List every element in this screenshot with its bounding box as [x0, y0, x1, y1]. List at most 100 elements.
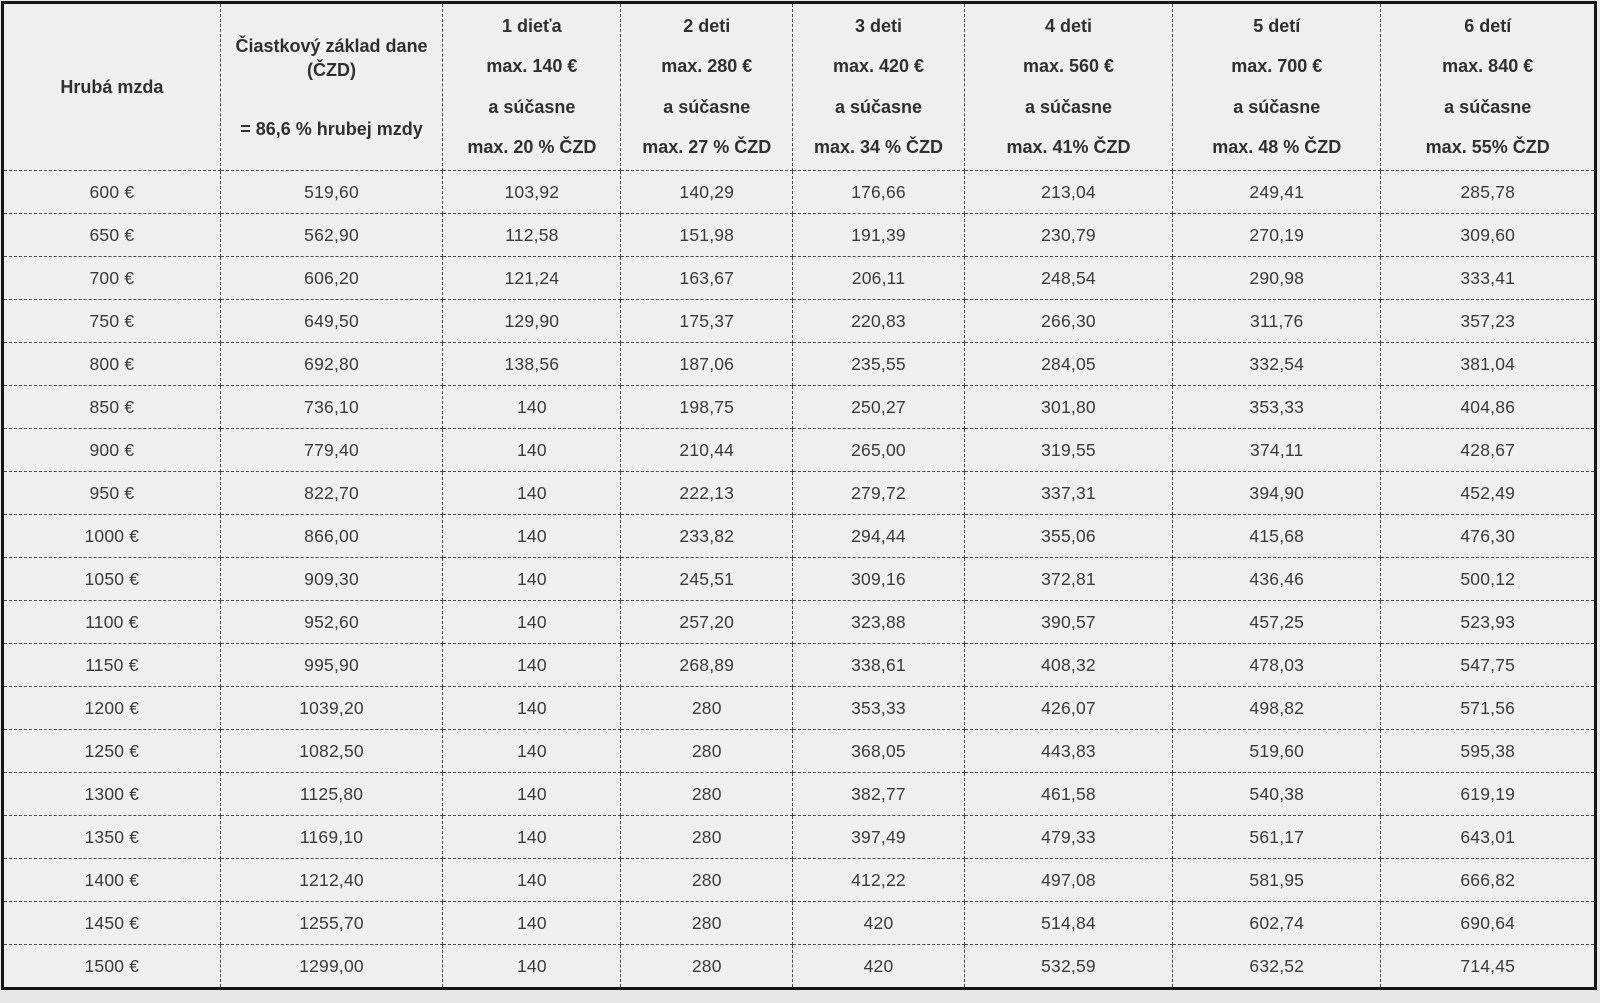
bonus-value-cell: 428,67: [1380, 428, 1594, 472]
wage-cell: 1350 €: [4, 815, 221, 859]
bonus-value-cell: 394,90: [1172, 471, 1382, 515]
header-children-6-content: 6 detí max. 840 € a súčasne max. 55% ČZD: [1381, 14, 1594, 160]
wage-cell: 700 €: [4, 256, 221, 300]
bonus-value-cell: 404,86: [1380, 385, 1594, 429]
table-row: 600 €519,60 103,92 140,29 176,66 213,04 249,4…: [4, 170, 1594, 214]
bonus-value-cell: 779,40: [220, 428, 444, 472]
bonus-value-cell: 309,16: [792, 557, 965, 601]
bonus-value-cell: 461,58: [964, 772, 1174, 816]
bonus-value-cell: 140: [442, 428, 622, 472]
bonus-value-cell: 140: [442, 514, 622, 558]
bonus-value-cell: 280: [620, 815, 794, 859]
bonus-value-cell: 372,81: [964, 557, 1174, 601]
bonus-value-cell: 337,31: [964, 471, 1174, 515]
children-count-label: 1 dieťa: [502, 16, 562, 36]
bonus-value-cell: 222,13: [620, 471, 794, 515]
header-children-3: 3 deti max. 420 € a súčasne max. 34 % ČZ…: [792, 4, 965, 171]
bonus-value-cell: 140,29: [620, 170, 794, 214]
header-children-3-content: 3 deti max. 420 € a súčasne max. 34 % ČZ…: [793, 14, 963, 160]
children-count-label: 6 detí: [1464, 16, 1512, 36]
bonus-value-cell: 381,04: [1380, 342, 1594, 386]
bonus-value-cell: 497,08: [964, 858, 1174, 902]
bonus-value-cell: 649,50: [220, 299, 444, 343]
bonus-value-cell: 632,52: [1172, 944, 1382, 987]
bonus-value-cell: 426,07: [964, 686, 1174, 730]
bonus-value-cell: 280: [620, 858, 794, 902]
bonus-value-cell: 692,80: [220, 342, 444, 386]
table-row: 1050 €909,30 140 245,51 309,16 372,81 436,46 5…: [4, 557, 1594, 601]
bonus-value-cell: 1169,10: [220, 815, 444, 859]
bonus-value-cell: 602,74: [1172, 901, 1382, 945]
bonus-value-cell: 666,82: [1380, 858, 1594, 902]
table-body: 600 €519,60 103,92 140,29 176,66 213,04 249,4…: [4, 170, 1594, 987]
table-row: 950 €822,70 140 222,13 279,72 337,31 394,90 45…: [4, 471, 1594, 515]
bonus-value-cell: 250,27: [792, 385, 965, 429]
wage-cell: 950 €: [4, 471, 221, 515]
bonus-value-cell: 476,30: [1380, 514, 1594, 558]
bonus-value-cell: 140: [442, 385, 622, 429]
max-amount-label: max. 840 €: [1442, 56, 1534, 77]
max-amount-label: max. 280 €: [661, 56, 753, 77]
bonus-value-cell: 294,44: [792, 514, 965, 558]
bonus-value-cell: 443,83: [964, 729, 1174, 773]
header-hruba-mzda: Hrubá mzda: [4, 4, 221, 171]
bonus-value-cell: 519,60: [1172, 729, 1382, 773]
bonus-value-cell: 532,59: [964, 944, 1174, 987]
wage-cell: 600 €: [4, 170, 221, 214]
header-children-1: 1 dieťa max. 140 € a súčasne max. 20 % Č…: [442, 4, 622, 171]
bonus-value-cell: 140: [442, 944, 622, 987]
bonus-value-cell: 822,70: [220, 471, 444, 515]
bonus-value-cell: 280: [620, 944, 794, 987]
wage-cell: 1450 €: [4, 901, 221, 945]
bonus-value-cell: 562,90: [220, 213, 444, 257]
bonus-value-cell: 595,38: [1380, 729, 1594, 773]
bonus-value-cell: 357,23: [1380, 299, 1594, 343]
header-children-5: 5 detí max. 700 € a súčasne max. 48 % ČZ…: [1172, 4, 1382, 171]
bonus-value-cell: 412,22: [792, 858, 965, 902]
bonus-value-cell: 121,24: [442, 256, 622, 300]
bonus-value-cell: 257,20: [620, 600, 794, 644]
wage-cell: 900 €: [4, 428, 221, 472]
header-children-6: 6 detí max. 840 € a súčasne max. 55% ČZD: [1380, 4, 1594, 171]
table-row: 750 €649,50 129,90 175,37 220,83 266,30 311,7…: [4, 299, 1594, 343]
bonus-value-cell: 1255,70: [220, 901, 444, 945]
header-wage-label: Hrubá mzda: [60, 76, 164, 97]
max-amount-label: max. 140 €: [486, 56, 578, 77]
bonus-value-cell: 210,44: [620, 428, 794, 472]
header-children-2: 2 deti max. 280 € a súčasne max. 27 % ČZ…: [620, 4, 794, 171]
bonus-value-cell: 382,77: [792, 772, 965, 816]
bonus-value-cell: 311,76: [1172, 299, 1382, 343]
bonus-value-cell: 140: [442, 901, 622, 945]
header-czd: Čiastkový základ dane (ČZD) = 86,6 % hru…: [220, 4, 444, 171]
bonus-value-cell: 270,19: [1172, 213, 1382, 257]
connector-label: a súčasne: [834, 96, 923, 117]
bonus-value-cell: 397,49: [792, 815, 965, 859]
wage-cell: 1200 €: [4, 686, 221, 730]
header-czd-line1: Čiastkový základ dane: [235, 36, 428, 56]
bonus-value-cell: 280: [620, 729, 794, 773]
bonus-value-cell: 187,06: [620, 342, 794, 386]
children-count-label: 4 deti: [1044, 16, 1092, 36]
bonus-value-cell: 268,89: [620, 643, 794, 687]
header-czd-formula: = 86,6 % hrubej mzdy: [240, 119, 423, 139]
table-row: 1200 €1039,20 140 280 353,33 426,07 498,82 571…: [4, 686, 1594, 730]
tax-bonus-table: Hrubá mzda Čiastkový základ dane (ČZD) =…: [4, 4, 1594, 987]
bonus-value-cell: 290,98: [1172, 256, 1382, 300]
bonus-value-cell: 265,00: [792, 428, 965, 472]
table-row: 900 €779,40 140 210,44 265,00 319,55 374,11 42…: [4, 428, 1594, 472]
bonus-value-cell: 206,11: [792, 256, 965, 300]
bonus-value-cell: 280: [620, 772, 794, 816]
header-children-4-content: 4 deti max. 560 € a súčasne max. 41% ČZD: [965, 14, 1172, 160]
bonus-value-cell: 478,03: [1172, 643, 1382, 687]
bonus-value-cell: 103,92: [442, 170, 622, 214]
bonus-value-cell: 866,00: [220, 514, 444, 558]
bonus-value-cell: 952,60: [220, 600, 444, 644]
bonus-value-cell: 561,17: [1172, 815, 1382, 859]
bonus-value-cell: 284,05: [964, 342, 1174, 386]
connector-label: a súčasne: [1233, 96, 1321, 117]
bonus-value-cell: 390,57: [964, 600, 1174, 644]
bonus-value-cell: 280: [620, 901, 794, 945]
bonus-value-cell: 140: [442, 858, 622, 902]
bonus-value-cell: 1125,80: [220, 772, 444, 816]
